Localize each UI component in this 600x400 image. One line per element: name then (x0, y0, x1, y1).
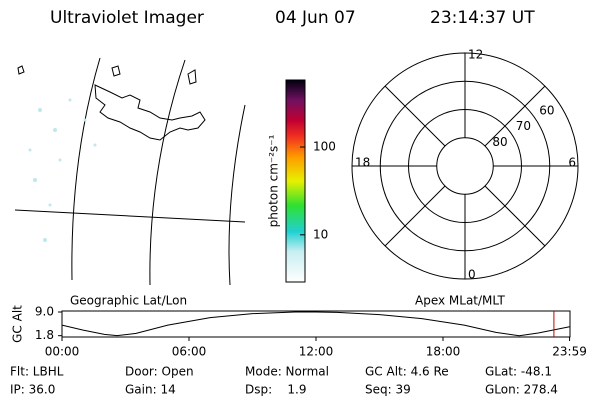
x-tick-label: 12:00 (299, 345, 334, 359)
mlt-label: 12 (468, 48, 483, 62)
status-field: Seq: 39 (365, 383, 411, 397)
lat-label: 60 (539, 103, 554, 117)
date: 04 Jun 07 (275, 8, 356, 28)
x-tick-label: 23:59 (552, 345, 587, 359)
aurora-speckle (28, 98, 97, 242)
mlt-spoke (384, 85, 446, 147)
footer: Flt: LBHL Door: Open Mode: Normal GC Alt: 4… (10, 365, 558, 397)
altitude-line (61, 311, 570, 337)
title: Ultraviolet Imager (50, 8, 204, 28)
mlt-spoke (484, 85, 546, 147)
status-field: IP: 36.0 (10, 383, 55, 397)
colorbar-tick-label: 10 (313, 227, 328, 241)
y-tick-label: 1.8 (35, 328, 54, 342)
status-field: Door: Open (125, 365, 194, 379)
lat-label: 80 (492, 135, 507, 149)
meridian (71, 57, 101, 281)
status-field: Dsp: 1.9 (245, 383, 307, 397)
mlt-label: 6 (568, 156, 576, 170)
meridian (228, 104, 246, 286)
coast (17, 65, 121, 77)
x-tick-label: 06:00 (172, 345, 207, 359)
mlt-label: 18 (355, 156, 370, 170)
altitude-plot: Geographic Lat/Lon Apex MLat/MLT GC Alt 1.8… (11, 294, 587, 359)
mlt-spoke (484, 185, 546, 247)
y-tick-label: 9.0 (35, 304, 54, 318)
mlt-label: 0 (468, 268, 476, 282)
status-field: GC Alt: 4.6 Re (365, 365, 449, 379)
coast (187, 69, 197, 85)
colorbar (285, 79, 306, 283)
colorbar-tick-label: 100 (313, 140, 336, 154)
left-label: Geographic Lat/Lon (70, 294, 187, 308)
mlt-spoke (384, 185, 446, 247)
meridian (149, 59, 186, 286)
lat-label: 70 (516, 119, 531, 133)
status-field: Gain: 14 (125, 383, 176, 397)
map (14, 57, 246, 286)
status-field: Flt: LBHL (10, 365, 64, 379)
x-tick-label: 18:00 (426, 345, 461, 359)
colorbar-label: photon cm⁻²s⁻¹ (267, 134, 281, 227)
parallel (14, 209, 246, 223)
time: 23:14:37 UT (430, 8, 535, 28)
right-label: Apex MLat/MLT (415, 294, 505, 308)
y-axis-label: GC Alt (11, 305, 25, 343)
status-field: GLat: -48.1 (485, 365, 552, 379)
status-field: GLon: 278.4 (485, 383, 558, 397)
coast (94, 84, 206, 141)
x-tick-label: 00:00 (45, 345, 80, 359)
status-field: Mode: Normal (245, 365, 329, 379)
